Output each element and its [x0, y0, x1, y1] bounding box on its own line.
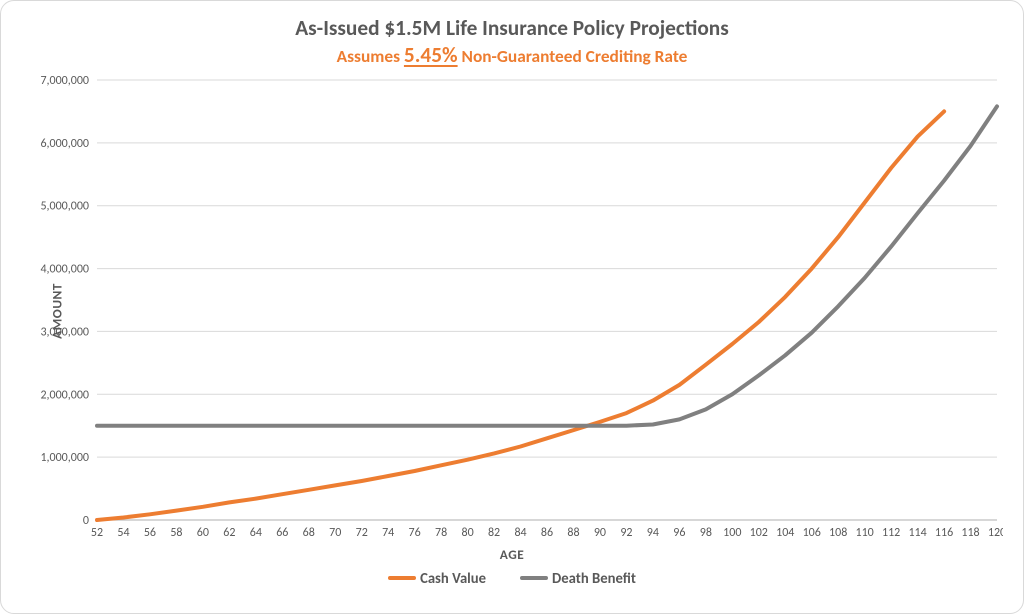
- svg-text:54: 54: [117, 526, 129, 540]
- svg-text:80: 80: [462, 526, 474, 540]
- svg-text:120: 120: [988, 526, 1003, 540]
- chart-subtitle: Assumes 5.45% Non-Guaranteed Crediting R…: [23, 42, 1001, 69]
- chart-card: As-Issued $1.5M Life Insurance Policy Pr…: [0, 0, 1024, 614]
- svg-text:52: 52: [91, 526, 103, 540]
- svg-text:110: 110: [856, 526, 874, 540]
- svg-text:62: 62: [223, 526, 235, 540]
- line-chart-svg: 01,000,0002,000,0003,000,0004,000,0005,0…: [23, 74, 1003, 548]
- svg-text:64: 64: [250, 526, 262, 540]
- legend-label-cash-value: Cash Value: [420, 569, 486, 587]
- y-axis-label: AMOUNT: [48, 283, 65, 339]
- legend-item-death-benefit: Death Benefit: [520, 569, 636, 587]
- svg-text:114: 114: [908, 526, 926, 540]
- legend-swatch-cash-value: [388, 576, 416, 580]
- svg-text:94: 94: [647, 526, 659, 540]
- svg-text:7,000,000: 7,000,000: [40, 74, 89, 88]
- svg-text:78: 78: [435, 526, 447, 540]
- svg-text:92: 92: [620, 526, 632, 540]
- subtitle-rate: 5.45%: [404, 42, 458, 68]
- legend-label-death-benefit: Death Benefit: [552, 569, 636, 587]
- legend-swatch-death-benefit: [520, 576, 548, 580]
- svg-text:82: 82: [488, 526, 500, 540]
- svg-text:66: 66: [276, 526, 288, 540]
- svg-text:72: 72: [356, 526, 368, 540]
- svg-text:68: 68: [303, 526, 315, 540]
- svg-text:118: 118: [961, 526, 979, 540]
- svg-text:60: 60: [197, 526, 209, 540]
- svg-text:4,000,000: 4,000,000: [40, 263, 89, 277]
- svg-text:116: 116: [935, 526, 953, 540]
- svg-text:1,000,000: 1,000,000: [40, 451, 89, 465]
- svg-text:84: 84: [514, 526, 526, 540]
- svg-text:102: 102: [750, 526, 768, 540]
- svg-text:98: 98: [700, 526, 712, 540]
- subtitle-prefix: Assumes: [337, 45, 404, 67]
- svg-text:112: 112: [882, 526, 900, 540]
- svg-text:88: 88: [567, 526, 579, 540]
- svg-text:108: 108: [829, 526, 847, 540]
- svg-text:2,000,000: 2,000,000: [40, 389, 89, 403]
- legend: Cash Value Death Benefit: [23, 569, 1001, 587]
- svg-text:90: 90: [594, 526, 606, 540]
- svg-text:100: 100: [723, 526, 741, 540]
- subtitle-suffix: Non-Guaranteed Crediting Rate: [458, 45, 688, 67]
- svg-text:56: 56: [144, 526, 156, 540]
- svg-text:96: 96: [673, 526, 685, 540]
- svg-text:6,000,000: 6,000,000: [40, 137, 89, 151]
- svg-text:106: 106: [803, 526, 821, 540]
- svg-text:86: 86: [541, 526, 553, 540]
- svg-text:76: 76: [409, 526, 421, 540]
- chart-titles: As-Issued $1.5M Life Insurance Policy Pr…: [23, 15, 1001, 68]
- svg-text:70: 70: [329, 526, 341, 540]
- x-axis-label: AGE: [23, 546, 1001, 563]
- legend-item-cash-value: Cash Value: [388, 569, 486, 587]
- svg-text:58: 58: [170, 526, 182, 540]
- svg-text:0: 0: [83, 514, 89, 528]
- plot-area: AMOUNT 01,000,0002,000,0003,000,0004,000…: [23, 74, 1001, 548]
- svg-text:104: 104: [776, 526, 794, 540]
- svg-text:74: 74: [382, 526, 394, 540]
- chart-title: As-Issued $1.5M Life Insurance Policy Pr…: [23, 15, 1001, 42]
- svg-text:5,000,000: 5,000,000: [40, 200, 89, 214]
